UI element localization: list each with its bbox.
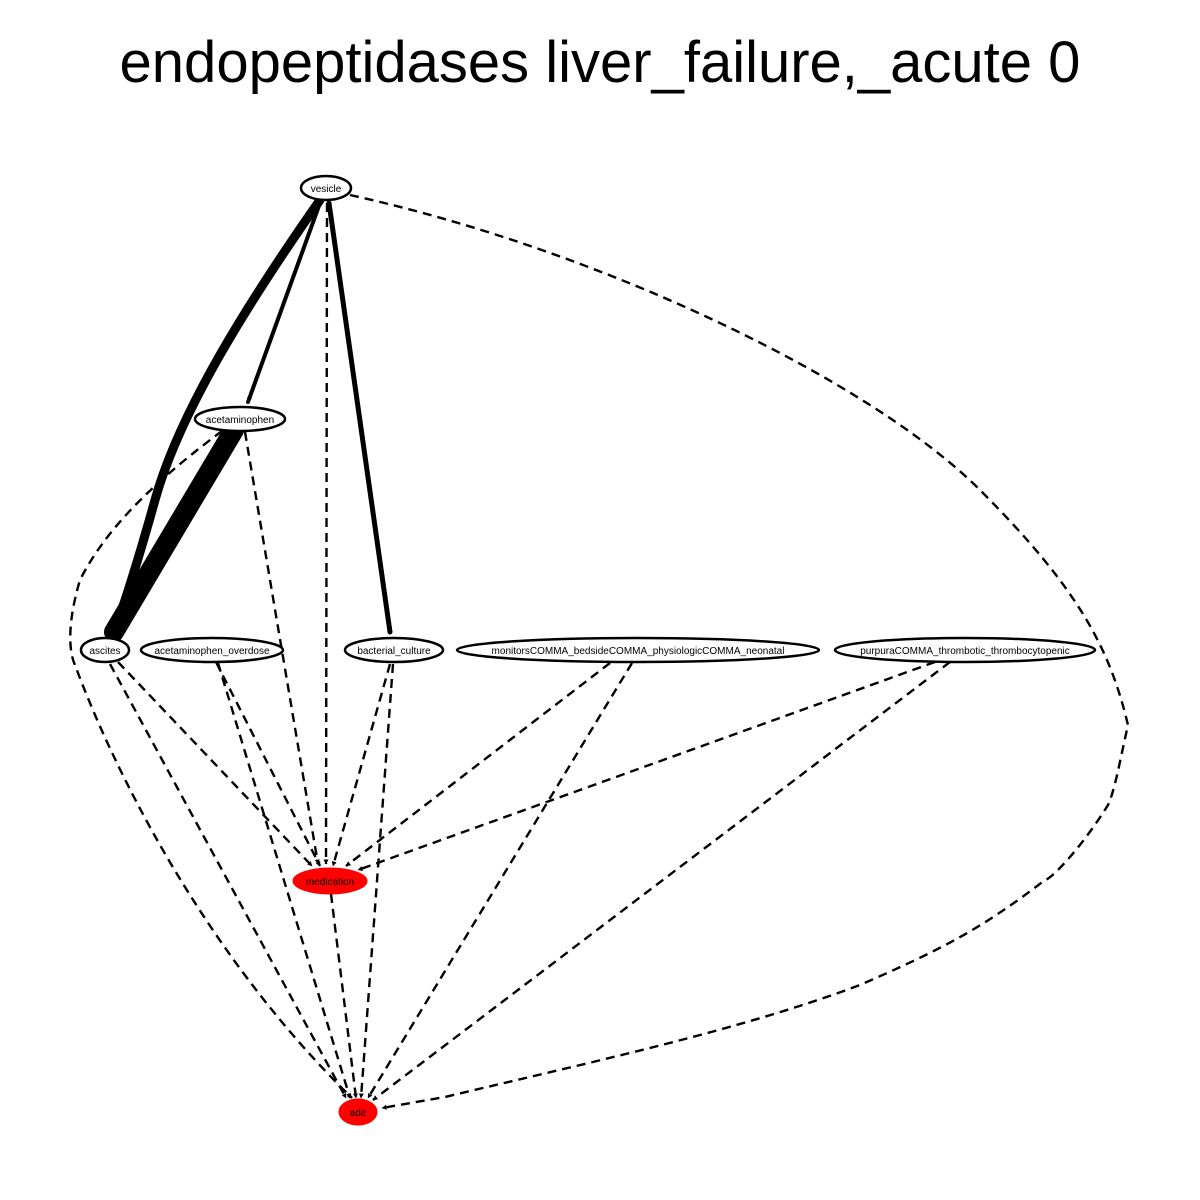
edge-acetaminophen-overdose-to-medication [214, 661, 322, 867]
node-ade[interactable]: ade [338, 1098, 378, 1126]
edge-vesicle-to-ade [349, 193, 1130, 1110]
node-label-ascites: ascites [89, 646, 120, 657]
edge-acetaminophen-to-ade [69, 430, 353, 1099]
edge-bacterial-culture-to-ade [358, 663, 395, 1099]
node-bacterial-culture[interactable]: bacterial_culture [343, 636, 445, 664]
edge-monitors-to-ade [366, 662, 634, 1099]
edge-vesicle-to-medication [323, 202, 329, 865]
node-acetaminophen-overdose[interactable]: acetaminophen_overdose [139, 636, 285, 664]
edge-ascites-to-medication [117, 661, 313, 867]
node-label-acetaminophen-overdose: acetaminophen_overdose [154, 646, 270, 657]
node-label-bacterial-culture: bacterial_culture [357, 646, 431, 657]
edge-vesicle-to-bacterial-culture [326, 200, 393, 635]
node-label-monitors: monitorsCOMMA_bedsideCOMMA_physiologicCO… [492, 646, 785, 657]
edge-acetaminophen-overdose-to-ade [216, 662, 352, 1099]
node-label-acetaminophen: acetaminophen [206, 415, 274, 426]
node-vesicle[interactable]: vesicle [299, 174, 353, 202]
edge-vesicle-to-acetaminophen [246, 201, 322, 404]
node-purpura[interactable]: purpuraCOMMA_thrombotic_thrombocytopenic [833, 636, 1097, 664]
edge-purpura-to-medication [357, 660, 936, 872]
node-label-purpura: purpuraCOMMA_thrombotic_thrombocytopenic [860, 646, 1070, 657]
edge-purpura-to-ade [372, 661, 951, 1101]
node-ascites[interactable]: ascites [79, 636, 131, 664]
edge-acetaminophen-to-ascites [104, 420, 244, 642]
graph-title: endopeptidases liver_failure,_acute 0 [120, 30, 1081, 95]
node-label-vesicle: vesicle [311, 184, 342, 195]
edge-acetaminophen-to-medication [243, 431, 320, 865]
edge-bacterial-culture-to-medication [331, 663, 392, 867]
edges [69, 193, 1130, 1110]
node-label-ade: ade [350, 1108, 367, 1119]
node-monitors[interactable]: monitorsCOMMA_bedsideCOMMA_physiologicCO… [455, 636, 821, 664]
node-acetaminophen[interactable]: acetaminophen [193, 405, 287, 433]
nodes: vesicle acetaminophen ascites acetaminop… [79, 174, 1097, 1126]
edge-medication-to-ade [329, 893, 358, 1099]
edge-monitors-to-medication [345, 662, 611, 867]
edge-ascites-to-ade [108, 663, 348, 1099]
node-label-medication: medication [306, 877, 354, 888]
node-medication[interactable]: medication [292, 867, 368, 895]
